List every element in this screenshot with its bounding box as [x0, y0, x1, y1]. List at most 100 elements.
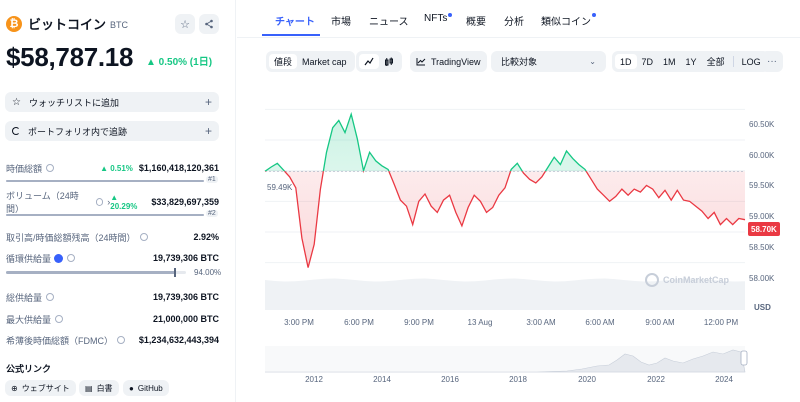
navigator-year: 2022 — [647, 375, 665, 384]
tradingview-button[interactable]: TradingView — [410, 51, 487, 72]
time-range-selector: 1D 7D 1M 1Y 全部 LOG — [612, 51, 769, 72]
x-tick: 3:00 AM — [526, 318, 556, 327]
stat-label: 最大供給量 — [6, 314, 52, 325]
price-change-badge: ▲ 0.50% (1日) — [146, 57, 213, 68]
new-dot-icon — [448, 13, 453, 17]
info-icon[interactable] — [46, 293, 55, 301]
range-1y[interactable]: 1Y — [685, 56, 697, 67]
stat-circulating-supply: 循環供給量 19,739,306 BTC — [6, 251, 219, 265]
star-button[interactable]: ☆ — [175, 14, 195, 34]
price-toggle[interactable]: 値段 — [269, 54, 298, 69]
link-label: GitHub — [137, 383, 163, 393]
tab-markets[interactable]: 市場 — [331, 17, 351, 28]
x-tick: 13 Aug — [467, 318, 493, 327]
website-link[interactable]: ⊕ ウェブサイト — [5, 380, 76, 396]
star-icon: ☆ — [12, 96, 21, 108]
whitepaper-link[interactable]: ▤ 白書 — [79, 380, 119, 396]
stat-value: $33,829,697,359 — [151, 197, 219, 207]
plus-icon: + — [204, 124, 212, 138]
supply-marker — [174, 268, 176, 277]
coin-price: $58,787.18 — [6, 42, 134, 72]
y-tick: 58.00K — [749, 274, 775, 283]
watchlist-label: ウォッチリストに追加 — [28, 97, 119, 108]
info-icon[interactable] — [46, 164, 55, 172]
info-icon[interactable] — [117, 336, 125, 344]
info-icon[interactable] — [95, 198, 104, 206]
link-label: ウェブサイト — [21, 383, 70, 393]
range-all[interactable]: 全部 — [706, 57, 725, 67]
navigator-year: 2014 — [373, 375, 391, 384]
price-line-down — [264, 171, 746, 268]
y-tick: 60.50K — [749, 120, 775, 129]
tab-news[interactable]: ニュース — [369, 17, 409, 28]
tab-similar-coins[interactable]: 類似コイン — [541, 13, 596, 28]
tab-label: NFTs — [424, 13, 448, 24]
navigator-year: 2024 — [715, 375, 733, 384]
tab-bar — [237, 0, 800, 38]
official-links-title: 公式リンク — [6, 364, 52, 374]
compare-dropdown[interactable]: 比較対象 ⌄ — [491, 51, 606, 72]
line-chart-icon — [364, 57, 374, 66]
rank-bar — [6, 180, 204, 182]
y-tick: 58.50K — [749, 243, 775, 252]
tab-label: 類似コイン — [541, 17, 591, 28]
volume-area — [265, 278, 745, 310]
github-icon: ● — [129, 383, 134, 393]
price-chart-svg — [264, 108, 748, 373]
bitcoin-logo-icon: ₿ — [6, 15, 22, 32]
navigator-year: 2020 — [578, 375, 596, 384]
coin-symbol: BTC — [110, 19, 129, 30]
open-price-label: 59.49K — [267, 183, 293, 192]
price-area-below-open — [265, 171, 745, 268]
range-1d[interactable]: 1D — [615, 54, 637, 69]
x-tick: 9:00 AM — [645, 318, 675, 327]
track-portfolio-button[interactable]: ポートフォリオ内で追跡 + — [5, 121, 219, 141]
tab-chart[interactable]: チャート — [275, 17, 315, 28]
tab-analytics[interactable]: 分析 — [504, 17, 524, 28]
github-link[interactable]: ● GitHub — [123, 380, 169, 396]
x-tick: 12:00 PM — [703, 318, 739, 327]
candlestick-button[interactable] — [379, 54, 399, 69]
rank-bar — [6, 214, 204, 216]
chevron-right-icon[interactable]: › — [107, 197, 111, 207]
current-price-label: 58.70K — [748, 222, 780, 236]
tab-overview[interactable]: 概要 — [466, 17, 486, 28]
compare-label: 比較対象 — [501, 57, 538, 67]
line-chart-button[interactable] — [359, 54, 379, 69]
active-tab-indicator — [262, 34, 320, 36]
chart-type-toggle — [356, 51, 402, 72]
stat-value: 2.92% — [193, 232, 219, 242]
y-tick: 59.00K — [749, 212, 775, 221]
range-7d[interactable]: 7D — [641, 56, 654, 67]
plus-icon: + — [204, 95, 212, 109]
info-icon[interactable] — [67, 254, 76, 262]
coin-sidebar: ₿ ビットコイン BTC ☆ $58,787.18 ▲ 0.50% (1日) ☆… — [0, 0, 236, 402]
add-to-watchlist-button[interactable]: ☆ ウォッチリストに追加 + — [5, 92, 219, 112]
stat-label: 総供給量 — [6, 292, 43, 303]
share-button[interactable] — [199, 14, 219, 34]
price-area-above-open — [265, 114, 587, 172]
currency-label: USD — [754, 303, 771, 312]
supply-percent: 94.00% — [194, 268, 222, 277]
rank-badge: #1 — [206, 176, 218, 183]
stat-change: ▲ 0.51% — [100, 163, 133, 173]
stat-max-supply: 最大供給量 21,000,000 BTC — [6, 312, 219, 326]
more-options-button[interactable]: ··· — [761, 51, 783, 72]
globe-icon: ⊕ — [11, 383, 18, 393]
candlestick-icon — [385, 57, 393, 66]
stat-market-cap: 時価総額 ▲ 0.51% $1,160,418,120,361 — [6, 161, 219, 175]
navigator-year: 2016 — [441, 375, 459, 384]
divider — [732, 56, 734, 67]
price-chart[interactable]: 60.50K 60.00K 59.50K 59.00K 58.50K 58.00… — [237, 80, 800, 402]
navigator-handle[interactable] — [740, 350, 748, 366]
price-mcap-toggle: 値段 Market cap — [266, 51, 355, 72]
info-icon[interactable] — [139, 233, 148, 241]
log-scale-toggle[interactable]: LOG — [741, 56, 761, 67]
market-cap-toggle[interactable]: Market cap — [302, 56, 347, 67]
info-icon[interactable] — [55, 315, 64, 323]
stat-label: 取引高/時価総額残高（24時間） — [6, 232, 136, 243]
tab-nfts[interactable]: NFTs — [424, 13, 453, 24]
tradingview-label: TradingView — [431, 56, 481, 67]
range-1m[interactable]: 1M — [663, 56, 676, 67]
stat-label: 希薄後時価総額（FDMC） — [6, 335, 113, 346]
